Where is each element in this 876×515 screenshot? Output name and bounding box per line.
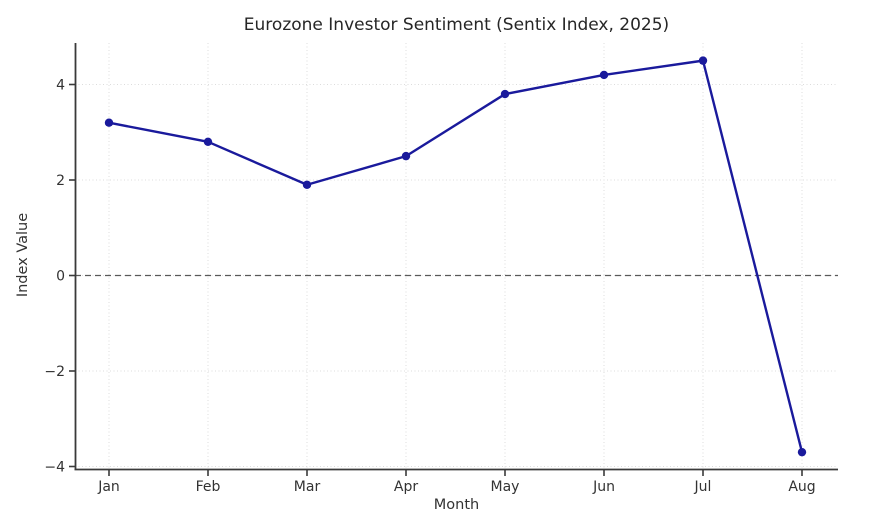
x-tick-label: May	[491, 479, 520, 495]
series-line	[107, 59, 804, 454]
x-tick-label: Feb	[196, 479, 221, 495]
x-tick-label: Apr	[394, 479, 418, 495]
data-point	[104, 118, 114, 127]
tick-label-layer: 4 2 0 −2 −4 Jan Feb Mar Apr May Jun Jul Aug	[44, 78, 815, 496]
y-tick-label: 4	[56, 78, 65, 94]
data-point	[599, 70, 609, 80]
data-point	[797, 447, 807, 457]
x-tick-label: Jul	[694, 479, 712, 495]
x-tick-label: Jan	[97, 479, 120, 495]
chart-title: Eurozone Investor Sentiment (Sentix Inde…	[244, 15, 669, 35]
data-point	[500, 89, 510, 99]
x-axis-label: Month	[434, 497, 479, 513]
y-axis-label: Index Value	[15, 213, 31, 297]
y-tick-label: 2	[56, 173, 65, 189]
y-tick-label: 0	[56, 269, 65, 285]
y-tick-label: −2	[44, 364, 65, 380]
axis-layer	[69, 43, 838, 476]
x-tick-label: Mar	[294, 479, 321, 495]
data-point	[698, 56, 708, 65]
y-tick-label: −4	[44, 460, 65, 476]
x-tick-label: Jun	[592, 479, 615, 495]
data-point	[401, 151, 411, 161]
data-point	[203, 137, 213, 146]
x-tick-label: Aug	[788, 479, 815, 495]
data-point	[302, 180, 312, 189]
grid-layer	[75, 43, 838, 469]
series-layer	[104, 56, 807, 457]
